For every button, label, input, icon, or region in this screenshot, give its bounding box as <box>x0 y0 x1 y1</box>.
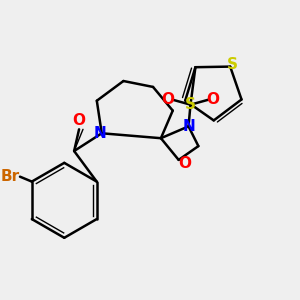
Text: S: S <box>227 57 238 72</box>
Text: S: S <box>185 97 196 112</box>
Text: N: N <box>182 119 195 134</box>
Text: O: O <box>207 92 220 107</box>
Text: O: O <box>161 92 174 107</box>
Text: Br: Br <box>1 169 20 184</box>
Text: N: N <box>93 126 106 141</box>
Text: O: O <box>178 156 191 171</box>
Text: O: O <box>73 113 85 128</box>
